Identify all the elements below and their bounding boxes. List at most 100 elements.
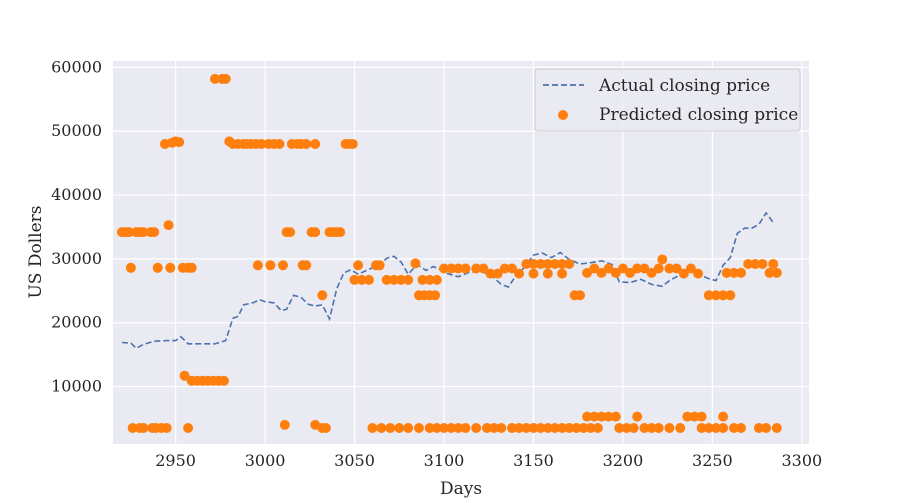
y-tick-label: 20000 bbox=[51, 313, 102, 332]
predicted-point bbox=[507, 263, 517, 274]
predicted-point bbox=[521, 259, 532, 269]
predicted-point bbox=[743, 259, 754, 269]
predicted-point bbox=[689, 411, 700, 422]
predicted-point bbox=[718, 290, 729, 301]
predicted-point bbox=[439, 263, 449, 274]
predicted-point bbox=[736, 423, 746, 433]
predicted-point bbox=[603, 263, 614, 274]
predicted-point bbox=[535, 423, 546, 433]
predicted-point bbox=[417, 274, 428, 285]
predicted-point bbox=[768, 259, 779, 269]
x-tick-label: 3100 bbox=[424, 451, 465, 470]
predicted-point bbox=[675, 423, 686, 433]
predicted-point bbox=[596, 411, 607, 422]
predicted-point bbox=[125, 262, 136, 273]
predicted-point bbox=[499, 263, 510, 274]
predicted-point bbox=[310, 139, 321, 149]
predicted-point bbox=[356, 274, 367, 285]
predicted-point bbox=[564, 423, 575, 433]
predicted-point bbox=[485, 268, 496, 279]
predicted-point bbox=[385, 423, 396, 433]
x-tick-label: 3250 bbox=[692, 451, 733, 470]
predicted-point bbox=[335, 227, 346, 238]
predicted-point bbox=[347, 139, 358, 149]
predicted-point bbox=[220, 73, 231, 84]
predicted-point bbox=[771, 423, 782, 433]
predicted-point bbox=[265, 260, 276, 271]
predicted-series bbox=[116, 73, 782, 433]
predicted-point bbox=[621, 423, 632, 433]
predicted-point bbox=[757, 259, 768, 269]
predicted-point bbox=[657, 254, 668, 265]
predicted-point bbox=[152, 262, 163, 273]
predicted-point bbox=[725, 290, 736, 301]
predicted-point bbox=[478, 263, 489, 274]
x-tick-label: 3150 bbox=[513, 451, 554, 470]
predicted-point bbox=[174, 137, 185, 148]
predicted-point bbox=[431, 423, 442, 433]
predicted-point bbox=[653, 423, 664, 433]
predicted-point bbox=[165, 262, 176, 273]
predicted-point bbox=[750, 259, 761, 269]
predicted-point bbox=[127, 423, 138, 433]
predicted-point bbox=[528, 268, 539, 279]
predicted-point bbox=[557, 259, 568, 269]
predicted-point bbox=[589, 263, 600, 274]
predicted-point bbox=[424, 274, 435, 285]
predicted-point bbox=[696, 411, 707, 422]
predicted-point bbox=[285, 227, 296, 238]
predicted-point bbox=[514, 268, 525, 279]
predicted-point bbox=[571, 423, 582, 433]
predicted-point bbox=[403, 423, 414, 433]
predicted-point bbox=[728, 267, 739, 278]
predicted-point bbox=[492, 268, 503, 279]
predicted-point bbox=[353, 260, 364, 271]
predicted-point bbox=[363, 274, 374, 285]
predicted-point bbox=[585, 423, 596, 433]
predicted-point bbox=[349, 274, 360, 285]
predicted-point bbox=[138, 227, 149, 238]
predicted-point bbox=[557, 423, 568, 433]
predicted-point bbox=[764, 267, 775, 278]
legend: Actual closing price Predicted closing p… bbox=[534, 68, 801, 132]
predicted-point bbox=[564, 259, 575, 269]
x-tick-label: 3300 bbox=[781, 451, 822, 470]
predicted-point bbox=[528, 259, 539, 269]
predicted-point bbox=[711, 423, 721, 433]
predicted-point bbox=[592, 423, 603, 433]
grid bbox=[113, 61, 809, 444]
predicted-point bbox=[646, 423, 657, 433]
predicted-point bbox=[664, 263, 675, 274]
x-tick-label: 3000 bbox=[245, 451, 286, 470]
predicted-point bbox=[320, 423, 331, 433]
legend-predicted-label: Predicted closing price bbox=[599, 105, 798, 125]
predicted-point bbox=[521, 423, 532, 433]
predicted-point bbox=[163, 220, 174, 231]
predicted-point bbox=[124, 227, 135, 238]
predicted-point bbox=[310, 227, 321, 238]
predicted-point bbox=[639, 423, 650, 433]
predicted-point bbox=[628, 423, 639, 433]
y-axis-title: US Dollers bbox=[26, 205, 46, 298]
predicted-point bbox=[149, 227, 160, 238]
predicted-point bbox=[589, 411, 600, 422]
predicted-point bbox=[696, 423, 707, 433]
y-tick-label: 40000 bbox=[51, 185, 102, 204]
predicted-point bbox=[582, 411, 593, 422]
predicted-point bbox=[557, 268, 568, 279]
predicted-point bbox=[682, 411, 693, 422]
predicted-point bbox=[367, 423, 378, 433]
predicted-point bbox=[718, 411, 729, 422]
predicted-point bbox=[685, 263, 696, 274]
predicted-point bbox=[678, 268, 689, 279]
y-tick-label: 60000 bbox=[51, 57, 102, 76]
legend-box bbox=[534, 68, 801, 132]
predicted-point bbox=[471, 263, 482, 274]
predicted-point bbox=[549, 259, 560, 269]
predicted-point bbox=[610, 411, 621, 422]
predicted-point bbox=[430, 290, 441, 301]
predicted-point bbox=[617, 263, 628, 274]
predicted-point bbox=[179, 370, 190, 381]
predicted-point bbox=[414, 423, 424, 433]
